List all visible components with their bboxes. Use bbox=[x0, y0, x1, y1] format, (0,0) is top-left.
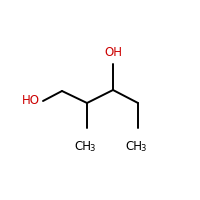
Text: OH: OH bbox=[104, 46, 122, 59]
Text: CH: CH bbox=[74, 140, 91, 153]
Text: HO: HO bbox=[22, 95, 40, 108]
Text: CH: CH bbox=[125, 140, 142, 153]
Text: 3: 3 bbox=[89, 144, 94, 153]
Text: 3: 3 bbox=[140, 144, 145, 153]
